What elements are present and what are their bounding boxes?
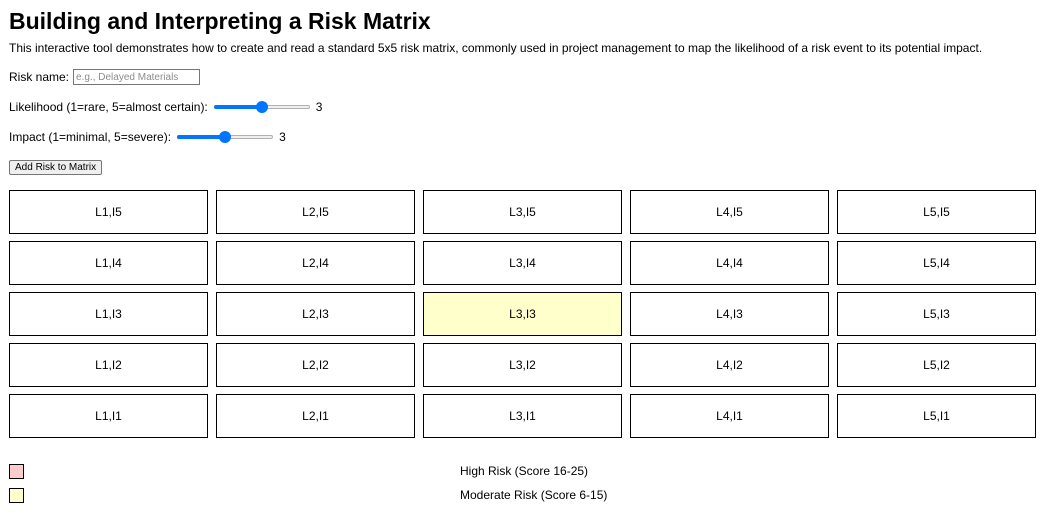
risk-matrix: L1,I5 L2,I5 L3,I5 L4,I5 L5,I5 L1,I4 L2,I4 L3,I4… (9, 190, 1036, 438)
matrix-cell[interactable]: L5,I3 (837, 292, 1036, 336)
matrix-cell[interactable]: L1,I1 (9, 394, 208, 438)
matrix-cell[interactable]: L1,I3 (9, 292, 208, 336)
matrix-cell[interactable]: L1,I4 (9, 241, 208, 285)
matrix-cell[interactable]: L2,I2 (216, 343, 415, 387)
likelihood-slider-fill (213, 105, 262, 109)
legend-label-moderate: Moderate Risk (Score 6-15) (460, 488, 608, 502)
matrix-cell[interactable]: L2,I3 (216, 292, 415, 336)
risk-name-input[interactable] (73, 69, 201, 85)
legend-swatch-moderate (9, 488, 24, 503)
likelihood-row: Likelihood (1=rare, 5=almost certain): 3 (9, 99, 322, 115)
matrix-cell[interactable]: L4,I2 (630, 343, 829, 387)
risk-name-label: Risk name: (9, 70, 70, 84)
legend-swatch-high (9, 464, 24, 479)
add-risk-button[interactable]: Add Risk to Matrix (9, 160, 103, 175)
matrix-cell[interactable]: L3,I2 (423, 343, 622, 387)
likelihood-value: 3 (315, 100, 323, 114)
impact-value: 3 (279, 130, 286, 144)
page-title: Building and Interpreting a Risk Matrix (9, 8, 431, 34)
matrix-cell[interactable]: L2,I1 (216, 394, 415, 438)
intro-text: This interactive tool demonstrates how t… (9, 41, 983, 55)
matrix-cell[interactable]: L2,I4 (216, 241, 415, 285)
likelihood-slider-thumb[interactable] (255, 101, 268, 113)
impact-slider-fill (177, 135, 226, 139)
matrix-cell[interactable]: L3,I1 (423, 394, 622, 438)
add-risk-row: Add Risk to Matrix (9, 160, 103, 175)
impact-slider[interactable] (177, 129, 274, 145)
matrix-cell[interactable]: L3,I3 (423, 292, 622, 336)
matrix-cell[interactable]: L2,I5 (216, 190, 415, 234)
likelihood-label: Likelihood (1=rare, 5=almost certain): (9, 100, 208, 114)
matrix-cell[interactable]: L4,I4 (630, 241, 829, 285)
matrix-cell[interactable]: L5,I2 (837, 343, 1036, 387)
matrix-cell[interactable]: L4,I5 (630, 190, 829, 234)
impact-slider-thumb[interactable] (219, 131, 232, 143)
impact-label: Impact (1=minimal, 5=severe): (9, 130, 172, 144)
matrix-cell[interactable]: L5,I5 (837, 190, 1036, 234)
matrix-cell[interactable]: L1,I5 (9, 190, 208, 234)
matrix-cell[interactable]: L5,I4 (837, 241, 1036, 285)
legend-label-high: High Risk (Score 16-25) (460, 464, 589, 478)
matrix-cell[interactable]: L4,I3 (630, 292, 829, 336)
likelihood-slider[interactable] (213, 99, 310, 115)
risk-name-row: Risk name: (9, 69, 201, 85)
matrix-cell[interactable]: L3,I4 (423, 241, 622, 285)
matrix-cell[interactable]: L3,I5 (423, 190, 622, 234)
matrix-cell[interactable]: L5,I1 (837, 394, 1036, 438)
matrix-cell[interactable]: L1,I2 (9, 343, 208, 387)
matrix-cell[interactable]: L4,I1 (630, 394, 829, 438)
impact-row: Impact (1=minimal, 5=severe): 3 (9, 129, 286, 145)
